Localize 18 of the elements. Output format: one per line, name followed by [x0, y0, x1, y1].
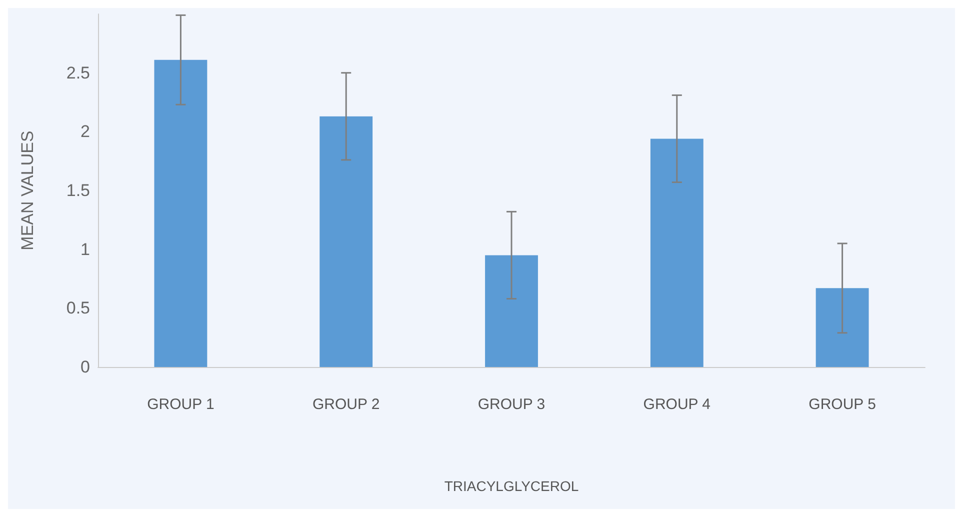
x-axis-title: TRIACYLGLYCEROL	[444, 478, 579, 494]
y-tick-label: 1	[80, 240, 90, 259]
y-tick-label: 1.5	[66, 181, 90, 200]
bar	[650, 138, 704, 367]
x-tick-label: GROUP 4	[643, 396, 711, 413]
y-tick-label: 0.5	[66, 298, 90, 318]
x-tick-label: GROUP 1	[147, 396, 214, 413]
bar	[485, 255, 538, 367]
y-axis-title: MEAN VALUES	[18, 130, 37, 250]
bar	[154, 60, 208, 367]
bar	[816, 288, 869, 367]
y-tick-label: 0	[80, 358, 90, 376]
x-tick-label: GROUP 5	[808, 396, 876, 413]
y-tick-label: 2.5	[66, 63, 90, 82]
x-tick-label: GROUP 3	[478, 396, 546, 413]
bar	[320, 116, 373, 367]
y-tick-label: 2	[80, 122, 90, 142]
x-tick-label: GROUP 2	[312, 396, 380, 413]
